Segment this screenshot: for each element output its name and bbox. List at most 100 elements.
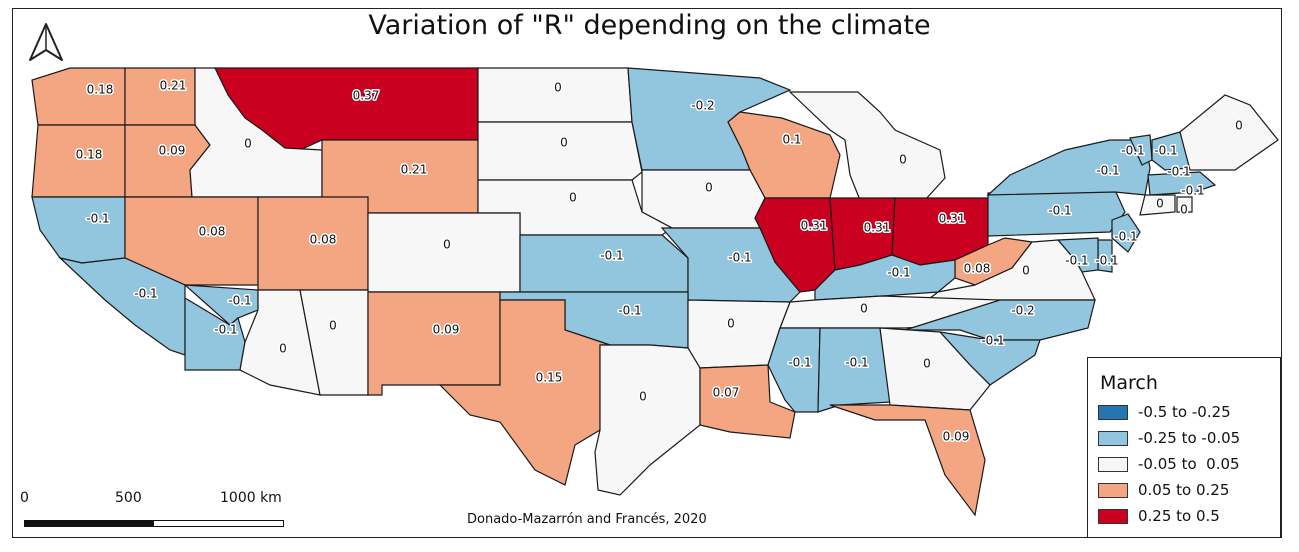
state-value-label: 0 <box>244 137 252 151</box>
legend-swatch <box>1098 430 1128 446</box>
legend-item: -0.5 to -0.25 <box>1098 402 1231 422</box>
scale-label-1000: 1000 km <box>220 490 282 506</box>
state-value-label: -0.1 <box>618 304 641 318</box>
state-value-label: 0 <box>899 153 907 167</box>
north-arrow-icon <box>29 23 63 61</box>
state-value-label: 0.31 <box>939 212 966 226</box>
state-arizona-west[interactable] <box>239 289 321 396</box>
state-mississippi[interactable] <box>767 327 821 413</box>
state-nevada[interactable] <box>124 196 259 286</box>
state-value-label: 0 <box>1180 203 1188 217</box>
state-value-label: 0 <box>1235 119 1243 133</box>
state-maine[interactable] <box>1179 94 1279 171</box>
credit-text: Donado-Mazarrón and Francés, 2020 <box>467 512 707 527</box>
state-connecticut[interactable] <box>1139 194 1176 216</box>
state-value-label: -0.1 <box>1048 204 1071 218</box>
legend-label: -0.5 to -0.25 <box>1138 403 1231 421</box>
legend-swatch <box>1098 404 1128 420</box>
state-value-label: 0.08 <box>964 262 991 276</box>
state-value-label: 0 <box>639 390 647 404</box>
state-value-label: 0 <box>860 302 868 316</box>
state-value-label: -0.1 <box>728 251 751 265</box>
state-texas[interactable] <box>438 299 611 486</box>
state-value-label: -0.1 <box>86 212 109 226</box>
state-south-dakota[interactable] <box>477 121 643 181</box>
state-north-dakota[interactable] <box>477 67 633 123</box>
scale-bar-graphic <box>24 520 284 527</box>
state-value-label: 0 <box>705 181 713 195</box>
state-alabama[interactable] <box>817 327 891 413</box>
state-new-york[interactable] <box>986 139 1151 196</box>
state-new-mexico[interactable] <box>367 291 501 396</box>
state-value-label: 0.09 <box>943 430 970 444</box>
state-value-label: 0 <box>279 342 287 356</box>
state-value-label: 0 <box>443 238 451 252</box>
legend-label: -0.05 to 0.05 <box>1138 455 1240 473</box>
scale-label-0: 0 <box>20 490 29 506</box>
state-colorado[interactable] <box>367 212 521 293</box>
state-value-label: -0.1 <box>788 356 811 370</box>
state-value-label: 0.18 <box>87 83 114 97</box>
state-washington[interactable] <box>31 67 126 126</box>
scale-bar: 0 500 1000 km <box>20 490 320 530</box>
state-value-label: 0.31 <box>864 221 891 235</box>
state-value-label: -0.1 <box>214 323 237 337</box>
legend-item: 0.05 to 0.25 <box>1098 480 1229 500</box>
state-value-label: 0.31 <box>801 219 828 233</box>
legend-swatch <box>1098 456 1128 472</box>
state-value-label: -0.1 <box>845 356 868 370</box>
state-louisiana[interactable] <box>699 364 796 439</box>
state-value-label: -0.1 <box>1114 230 1137 244</box>
state-value-label: 0.07 <box>713 386 740 400</box>
legend-swatch <box>1098 508 1128 524</box>
state-value-label: 0.21 <box>160 79 187 93</box>
state-value-label: 0 <box>923 357 931 371</box>
state-value-label: 0 <box>1022 264 1030 278</box>
legend-label: -0.25 to -0.05 <box>1138 429 1241 447</box>
state-east-texas[interactable] <box>594 344 701 496</box>
state-value-label: -0.2 <box>691 99 714 113</box>
state-northern-california[interactable] <box>31 196 126 264</box>
state-value-label: -0.1 <box>1121 144 1144 158</box>
legend-label: 0.05 to 0.25 <box>1138 481 1230 499</box>
state-value-label: 0.21 <box>401 163 428 177</box>
legend-title: March <box>1100 372 1158 394</box>
state-value-label: 0 <box>329 319 337 333</box>
state-value-label: -0.1 <box>1095 254 1118 268</box>
legend-swatch <box>1098 482 1128 498</box>
state-value-label: 0 <box>1156 197 1164 211</box>
state-value-label: 0.08 <box>199 225 226 239</box>
state-value-label: 0 <box>554 81 562 95</box>
state-kansas[interactable] <box>519 234 689 293</box>
state-value-label: -0.1 <box>1065 254 1088 268</box>
state-value-label: 0.08 <box>310 233 337 247</box>
state-value-label: 0.09 <box>159 144 186 158</box>
state-value-label: 0 <box>727 317 735 331</box>
state-value-label: 0.15 <box>536 371 563 385</box>
state-value-label: -0.1 <box>981 334 1004 348</box>
state-new-hampshire[interactable] <box>1151 131 1191 171</box>
state-value-label: -0.1 <box>1154 144 1177 158</box>
state-rhode-island[interactable] <box>1176 196 1193 213</box>
legend-item: -0.25 to -0.05 <box>1098 428 1240 448</box>
state-florida[interactable] <box>829 404 986 517</box>
state-value-label: -0.1 <box>1167 165 1190 179</box>
state-southern-nevada[interactable] <box>183 284 259 326</box>
state-value-label: 0.37 <box>353 89 380 103</box>
state-value-label: -0.1 <box>228 294 251 308</box>
state-value-label: -0.2 <box>1011 304 1034 318</box>
legend-item: -0.05 to 0.05 <box>1098 454 1240 474</box>
state-kentucky[interactable] <box>814 254 956 301</box>
scale-label-500: 500 <box>115 490 142 506</box>
state-idaho-north[interactable] <box>124 67 196 126</box>
state-new-jersey[interactable] <box>1111 213 1141 253</box>
state-value-label: 0 <box>569 191 577 205</box>
state-value-label: -0.1 <box>1181 184 1204 198</box>
state-iowa[interactable] <box>641 169 766 229</box>
state-value-label: 0.18 <box>76 148 103 162</box>
state-value-label: 0.09 <box>433 323 460 337</box>
state-value-label: -0.1 <box>600 249 623 263</box>
state-massachusetts[interactable] <box>1147 171 1217 196</box>
legend: March -0.5 to -0.25 -0.25 to -0.05 -0.05… <box>1087 357 1281 538</box>
